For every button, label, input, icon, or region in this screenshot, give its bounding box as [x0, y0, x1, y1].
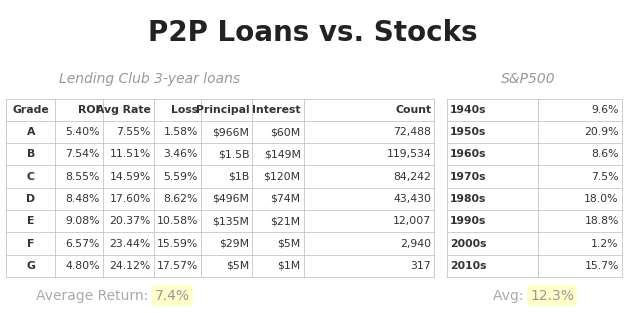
Text: A: A	[27, 127, 35, 137]
Text: 8.6%: 8.6%	[591, 149, 619, 159]
Text: 6.57%: 6.57%	[65, 239, 99, 249]
Text: E: E	[27, 216, 34, 226]
Text: 317: 317	[411, 261, 431, 271]
Text: Interest: Interest	[252, 105, 301, 115]
Text: S&P500: S&P500	[501, 72, 556, 86]
Text: 2,940: 2,940	[400, 239, 431, 249]
Text: 43,430: 43,430	[393, 194, 431, 204]
Text: $1B: $1B	[228, 172, 249, 182]
Text: 18.8%: 18.8%	[584, 216, 619, 226]
Text: 18.0%: 18.0%	[584, 194, 619, 204]
Text: $496M: $496M	[213, 194, 249, 204]
Text: $60M: $60M	[271, 127, 301, 137]
Text: 24.12%: 24.12%	[109, 261, 151, 271]
Text: $5M: $5M	[226, 261, 249, 271]
Text: $966M: $966M	[213, 127, 249, 137]
Text: $5M: $5M	[278, 239, 301, 249]
Text: B: B	[27, 149, 35, 159]
Text: $149M: $149M	[264, 149, 301, 159]
Text: 5.40%: 5.40%	[65, 127, 99, 137]
Text: 5.59%: 5.59%	[164, 172, 198, 182]
Text: 119,534: 119,534	[386, 149, 431, 159]
Text: 1950s: 1950s	[450, 127, 486, 137]
Text: 7.4%: 7.4%	[155, 289, 190, 303]
Text: 84,242: 84,242	[393, 172, 431, 182]
Text: 8.48%: 8.48%	[65, 194, 99, 204]
Text: $74M: $74M	[271, 194, 301, 204]
Text: 12,007: 12,007	[393, 216, 431, 226]
Text: 7.5%: 7.5%	[591, 172, 619, 182]
Text: Average Return:: Average Return:	[36, 289, 153, 303]
Text: 1.58%: 1.58%	[164, 127, 198, 137]
Text: Principal: Principal	[196, 105, 249, 115]
Text: 8.55%: 8.55%	[65, 172, 99, 182]
Text: $135M: $135M	[213, 216, 249, 226]
Text: 17.60%: 17.60%	[109, 194, 151, 204]
Text: F: F	[27, 239, 34, 249]
Text: $29M: $29M	[219, 239, 249, 249]
Text: Lending Club 3-year loans: Lending Club 3-year loans	[59, 72, 241, 86]
Text: 9.08%: 9.08%	[65, 216, 99, 226]
Text: 8.62%: 8.62%	[164, 194, 198, 204]
Text: 23.44%: 23.44%	[109, 239, 151, 249]
Text: $120M: $120M	[264, 172, 301, 182]
Text: 1990s: 1990s	[450, 216, 486, 226]
Text: 17.57%: 17.57%	[157, 261, 198, 271]
Text: Grade: Grade	[12, 105, 49, 115]
Text: Avg Rate: Avg Rate	[96, 105, 151, 115]
Text: 2000s: 2000s	[450, 239, 486, 249]
Text: $1.5B: $1.5B	[217, 149, 249, 159]
Text: 20.37%: 20.37%	[109, 216, 151, 226]
Text: 10.58%: 10.58%	[156, 216, 198, 226]
Text: 72,488: 72,488	[393, 127, 431, 137]
Text: Count: Count	[395, 105, 431, 115]
Text: 12.3%: 12.3%	[530, 289, 574, 303]
Text: D: D	[26, 194, 36, 204]
Text: 1970s: 1970s	[450, 172, 486, 182]
Text: G: G	[26, 261, 35, 271]
Text: 1.2%: 1.2%	[591, 239, 619, 249]
Text: 7.55%: 7.55%	[116, 127, 151, 137]
Text: 15.59%: 15.59%	[157, 239, 198, 249]
Text: 1960s: 1960s	[450, 149, 486, 159]
Text: 3.46%: 3.46%	[164, 149, 198, 159]
Text: 2010s: 2010s	[450, 261, 486, 271]
Text: 1980s: 1980s	[450, 194, 486, 204]
Text: 14.59%: 14.59%	[109, 172, 151, 182]
Text: 7.54%: 7.54%	[65, 149, 99, 159]
Text: 9.6%: 9.6%	[591, 105, 619, 115]
Text: 11.51%: 11.51%	[109, 149, 151, 159]
Text: ROI: ROI	[78, 105, 99, 115]
Text: C: C	[27, 172, 35, 182]
Text: 20.9%: 20.9%	[584, 127, 619, 137]
Text: 4.80%: 4.80%	[65, 261, 99, 271]
Text: $1M: $1M	[278, 261, 301, 271]
Text: 1940s: 1940s	[450, 105, 486, 115]
Text: P2P Loans vs. Stocks: P2P Loans vs. Stocks	[148, 19, 478, 47]
Text: 15.7%: 15.7%	[584, 261, 619, 271]
Text: $21M: $21M	[271, 216, 301, 226]
Text: Loss: Loss	[171, 105, 198, 115]
Text: Avg:: Avg:	[493, 289, 528, 303]
